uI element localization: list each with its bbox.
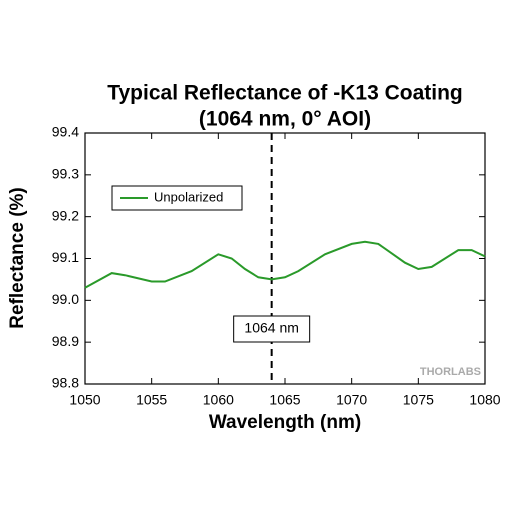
annotation-box [233, 315, 311, 343]
x-tick-label: 1075 [403, 392, 434, 408]
y-tick-label: 99.4 [52, 124, 79, 140]
y-tick-label: 98.9 [52, 333, 79, 349]
chart-title: Typical Reflectance of -K13 Coating [107, 82, 463, 105]
plot-frame [84, 132, 486, 385]
legend-label: Unpolarized [154, 189, 223, 204]
x-axis-label: Wavelength (nm) [209, 412, 361, 433]
x-tick-label: 1050 [69, 392, 100, 408]
y-tick-label: 99.0 [52, 291, 79, 307]
y-tick-label: 99.3 [52, 166, 79, 182]
y-tick-label: 99.1 [52, 249, 79, 265]
y-tick-label: 98.8 [52, 375, 79, 391]
y-axis-label: Reflectance (%) [7, 187, 28, 329]
x-tick-label: 1065 [269, 392, 300, 408]
x-tick-label: 1060 [203, 392, 234, 408]
x-tick-label: 1080 [469, 392, 500, 408]
annotation: 1064 nm [244, 320, 298, 336]
chart-subtitle: (1064 nm, 0° AOI) [199, 108, 371, 131]
y-tick-label: 99.2 [52, 207, 79, 223]
x-tick-label: 1070 [336, 392, 367, 408]
watermark: THORLABS [420, 366, 481, 378]
x-tick-label: 1055 [136, 392, 167, 408]
data-line [84, 240, 486, 289]
